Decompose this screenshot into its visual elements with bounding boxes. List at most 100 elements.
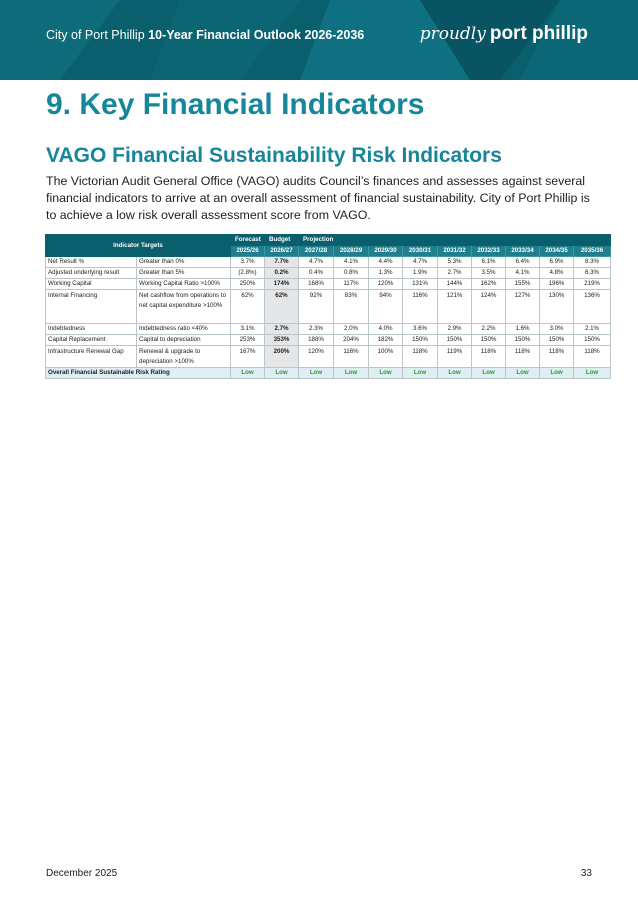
indicator-value: 150% [573,334,611,346]
table-row: Adjusted underlying result Greater than 5… [45,267,611,279]
overall-rating-value: Low [333,367,369,379]
indicator-value: 150% [539,334,574,346]
footer-date: December 2025 [46,868,118,879]
indicator-value: 1.3% [368,267,403,279]
indicator-value: 83% [333,289,369,324]
indicator-value: 118% [505,345,540,368]
overall-rating-value: Low [437,367,472,379]
indicator-value: 182% [368,334,403,346]
indicator-value: 2.1% [573,323,611,335]
year-header-row: 2025/26 2026/27 2027/28 2028/29 2029/30 2030/… [46,245,611,257]
indicator-value: 7.7% [264,256,299,268]
brand-logo-script: proudly [419,24,486,44]
indicator-value: 2.9% [437,323,472,335]
indicator-value: 119% [437,345,472,368]
indicator-value: 6.3% [573,267,611,279]
year-header-10: 2035/36 [573,245,611,257]
indicator-target: Renewal & upgrade to depreciation >100% [136,345,231,368]
overall-rating-value: Low [368,367,403,379]
vago-indicator-table: Indicator Targets Forecast Budget Projec… [45,234,611,379]
indicator-value: 2.0% [333,323,369,335]
indicator-value: 62% [264,289,299,324]
indicator-value: 2.7% [437,267,472,279]
indicator-value: 131% [402,278,438,290]
indicator-target: Net cashflow from operations to net capi… [136,289,231,324]
year-header-0: 2025/26 [230,245,265,257]
indicator-value: 8.3% [573,256,611,268]
indicator-rows: Net Result % Greater than 0% 3.7% 7.7% 4.7% 4… [45,256,611,379]
indicator-target: Greater than 5% [136,267,231,279]
indicator-value: 5.3% [437,256,472,268]
indicator-name: Adjusted underlying result [45,267,137,279]
indicator-value: 6.9% [539,256,574,268]
intro-paragraph: The Victorian Audit General Office (VAGO… [46,174,590,222]
indicator-value: 150% [402,334,438,346]
overall-rating-value: Low [230,367,265,379]
indicator-value: 117% [333,278,369,290]
indicator-value: 94% [368,289,403,324]
overall-rating-value: Low [471,367,506,379]
indicator-value: 130% [539,289,574,324]
indicator-value: 2.7% [264,323,299,335]
indicator-target: Indebtedness ratio <40% [136,323,231,335]
year-header-5: 2030/31 [402,245,438,257]
indicator-value: 116% [402,289,438,324]
indicator-value: 136% [573,289,611,324]
indicator-value: 2.2% [471,323,506,335]
year-header-4: 2029/30 [368,245,403,257]
indicator-value: 121% [437,289,472,324]
indicator-value: 118% [402,345,438,368]
indicator-value: 4.0% [368,323,403,335]
indicator-value: 162% [471,278,506,290]
indicator-value: 4.4% [368,256,403,268]
indicator-value: 353% [264,334,299,346]
indicator-value: 118% [471,345,506,368]
year-header-8: 2033/34 [505,245,540,257]
indicator-value: 118% [573,345,611,368]
indicator-value: 144% [437,278,472,290]
page-title: 9. Key Financial Indicators [46,88,425,121]
projection-header: Projection [298,234,611,246]
indicator-value: 168% [298,278,334,290]
table-row: Working Capital Working Capital Ratio >10… [45,278,611,290]
indicator-value: 4.7% [402,256,438,268]
year-header-6: 2031/32 [437,245,472,257]
budget-header: Budget [264,234,299,246]
table-row: Net Result % Greater than 0% 3.7% 7.7% 4.7% 4… [45,256,611,268]
indicator-name: Capital Replacement [45,334,137,346]
indicator-value: 204% [333,334,369,346]
document-title: City of Port Phillip 10-Year Financial O… [46,28,365,42]
indicator-value: 127% [505,289,540,324]
indicator-value: 250% [230,278,265,290]
indicator-value: 3.0% [539,323,574,335]
indicator-name: Internal Financing [45,289,137,324]
indicator-value: 6.1% [471,256,506,268]
indicator-value: 0.4% [298,267,334,279]
year-header-1: 2026/27 [264,245,299,257]
indicator-value: 174% [264,278,299,290]
overall-rating-value: Low [505,367,540,379]
indicator-value: 219% [573,278,611,290]
indicator-name: Indebtedness [45,323,137,335]
overall-rating-value: Low [264,367,299,379]
year-header-2: 2027/28 [298,245,334,257]
indicator-value: 4.1% [505,267,540,279]
indicator-value: 62% [230,289,265,324]
table-row: Infrastructure Renewal Gap Renewal & upgr… [45,345,611,368]
overall-rating-row: Overall Financial Sustainable Risk Ratin… [45,367,611,379]
indicator-value: 4.1% [333,256,369,268]
table-row: Internal Financing Net cashflow from oper… [45,289,611,324]
indicator-name: Working Capital [45,278,137,290]
indicator-value: 196% [539,278,574,290]
brand-logo: proudly port phillip [420,23,588,45]
indicator-value: 188% [298,334,334,346]
indicator-value: 3.5% [471,267,506,279]
indicator-value: 150% [437,334,472,346]
overall-rating-value: Low [573,367,611,379]
indicator-value: 0.2% [264,267,299,279]
indicator-value: 92% [298,289,334,324]
indicator-value: 150% [505,334,540,346]
section-heading: VAGO Financial Sustainability Risk Indic… [46,144,502,167]
indicator-value: 116% [333,345,369,368]
header-banner: City of Port Phillip 10-Year Financial O… [0,0,638,80]
